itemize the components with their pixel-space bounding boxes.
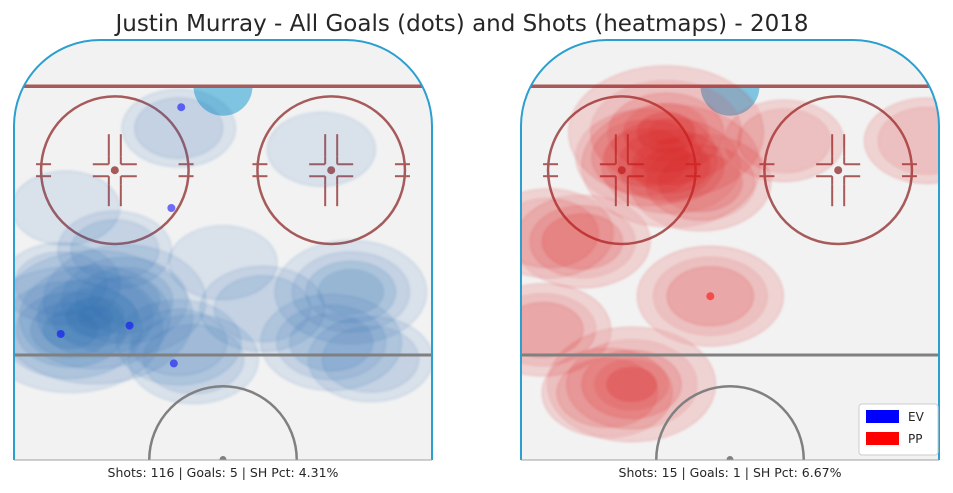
- rink-markings: [14, 84, 432, 460]
- center-ice-dot: [219, 456, 227, 460]
- heatmap-contour: [134, 97, 224, 159]
- rink-markings: [521, 65, 939, 460]
- panel-caption-pp: Shots: 15 | Goals: 1 | SH Pct: 6.67%: [619, 465, 842, 480]
- heatmap-contour: [737, 108, 831, 173]
- goal-point: [177, 103, 186, 112]
- heatmap-contour: [322, 325, 419, 393]
- goal-point: [167, 204, 176, 212]
- heatmap-contour: [604, 128, 689, 187]
- center-ice-circle: [654, 385, 806, 460]
- heatmap-contour: [521, 302, 584, 358]
- legend: EV PP: [858, 403, 939, 456]
- rink-panel-ev: [13, 39, 433, 461]
- heatmap-contour: [556, 358, 658, 428]
- heatmap-contour: [14, 170, 121, 246]
- legend-label-ev: EV: [908, 410, 925, 424]
- rink-boards: [520, 39, 940, 460]
- rink-boards: [13, 39, 433, 460]
- goal-point: [169, 359, 178, 368]
- shot-heatmap: [14, 88, 432, 404]
- rink-panel-pp: [520, 39, 940, 461]
- heatmap-contour: [521, 198, 599, 268]
- goal-point: [56, 330, 65, 338]
- heatmap-contour: [878, 107, 939, 175]
- chart-title: Justin Murray - All Goals (dots) and Sho…: [113, 11, 808, 37]
- faceoff-dot-right: [834, 166, 843, 175]
- goal-point: [125, 321, 134, 330]
- legend-swatch-ev: [866, 410, 899, 423]
- heatmap-contour: [266, 111, 376, 187]
- shot-heatmap: [521, 65, 939, 443]
- heatmap-contour: [168, 225, 278, 300]
- legend-label-pp: PP: [908, 432, 922, 446]
- legend-swatch-pp: [866, 432, 899, 445]
- goal-point: [706, 292, 715, 301]
- panel-caption-ev: Shots: 116 | Goals: 5 | SH Pct: 4.31%: [108, 465, 339, 480]
- faceoff-dot-left: [110, 166, 119, 175]
- center-ice-dot: [726, 456, 734, 460]
- center-ice-circle: [147, 385, 299, 460]
- heatmap-contour: [130, 309, 228, 376]
